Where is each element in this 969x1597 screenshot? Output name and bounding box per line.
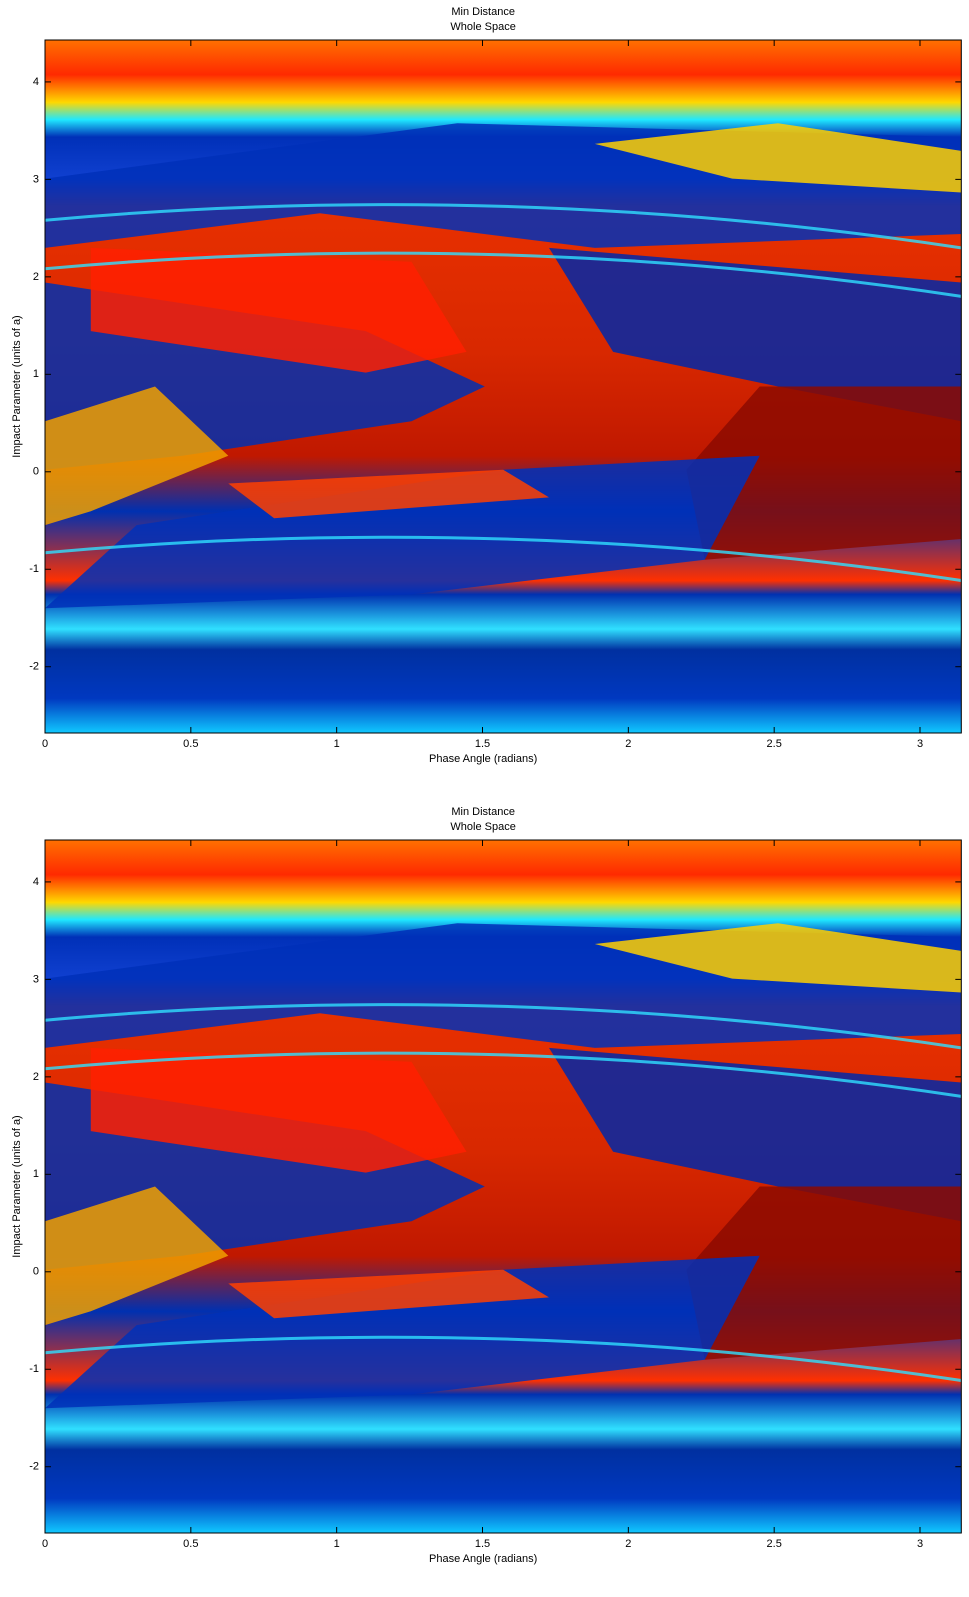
y-axis-label: Impact Parameter (units of a) — [11, 1115, 23, 1257]
heatmap — [45, 40, 961, 733]
x-tick-label: 3 — [917, 738, 923, 750]
x-tick-label: 0 — [42, 1538, 48, 1550]
x-tick-label: 1.5 — [475, 738, 490, 750]
x-tick-label: 2.5 — [767, 1538, 782, 1550]
y-tick-label: 3 — [33, 173, 39, 185]
y-tick-label: 4 — [33, 76, 39, 88]
figure: 0 0.5 1 1.5 2 2.5 3 -2 -1 0 1 2 3 4 Min Distance Whole … — [0, 0, 969, 1597]
x-tick-label: 2 — [625, 1538, 631, 1550]
x-tick-label: 0 — [42, 738, 48, 750]
y-tick-label: -1 — [29, 1363, 39, 1375]
y-tick-label: 2 — [33, 1071, 39, 1083]
x-tick-label: 1 — [334, 1538, 340, 1550]
y-tick-label: 0 — [33, 1266, 39, 1278]
y-tick-label: 1 — [33, 368, 39, 380]
heatmap — [45, 840, 961, 1533]
chart-subtitle: Whole Space — [450, 821, 515, 833]
y-tick-label: 1 — [33, 1168, 39, 1180]
y-axis-label: Impact Parameter (units of a) — [11, 315, 23, 457]
x-tick-label: 1.5 — [475, 1538, 490, 1550]
x-tick-label: 2 — [625, 738, 631, 750]
x-axis-label: Phase Angle (radians) — [429, 753, 537, 765]
x-tick-label: 0.5 — [183, 738, 198, 750]
y-tick-label: -2 — [29, 1461, 39, 1473]
y-tick-label: -1 — [29, 563, 39, 575]
y-tick-label: -2 — [29, 661, 39, 673]
x-tick-label: 2.5 — [767, 738, 782, 750]
x-tick-label: 1 — [334, 738, 340, 750]
y-tick-label: 0 — [33, 466, 39, 478]
y-tick-label: 2 — [33, 271, 39, 283]
x-tick-label: 3 — [917, 1538, 923, 1550]
chart-title: Min Distance — [451, 806, 515, 818]
y-tick-label: 4 — [33, 876, 39, 888]
chart-subtitle: Whole Space — [450, 21, 515, 33]
chart-title: Min Distance — [451, 6, 515, 18]
y-tick-label: 3 — [33, 973, 39, 985]
x-tick-label: 0.5 — [183, 1538, 198, 1550]
x-axis-label: Phase Angle (radians) — [429, 1553, 537, 1565]
